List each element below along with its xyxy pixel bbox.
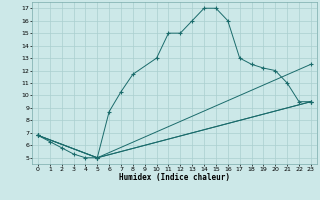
X-axis label: Humidex (Indice chaleur): Humidex (Indice chaleur) (119, 173, 230, 182)
